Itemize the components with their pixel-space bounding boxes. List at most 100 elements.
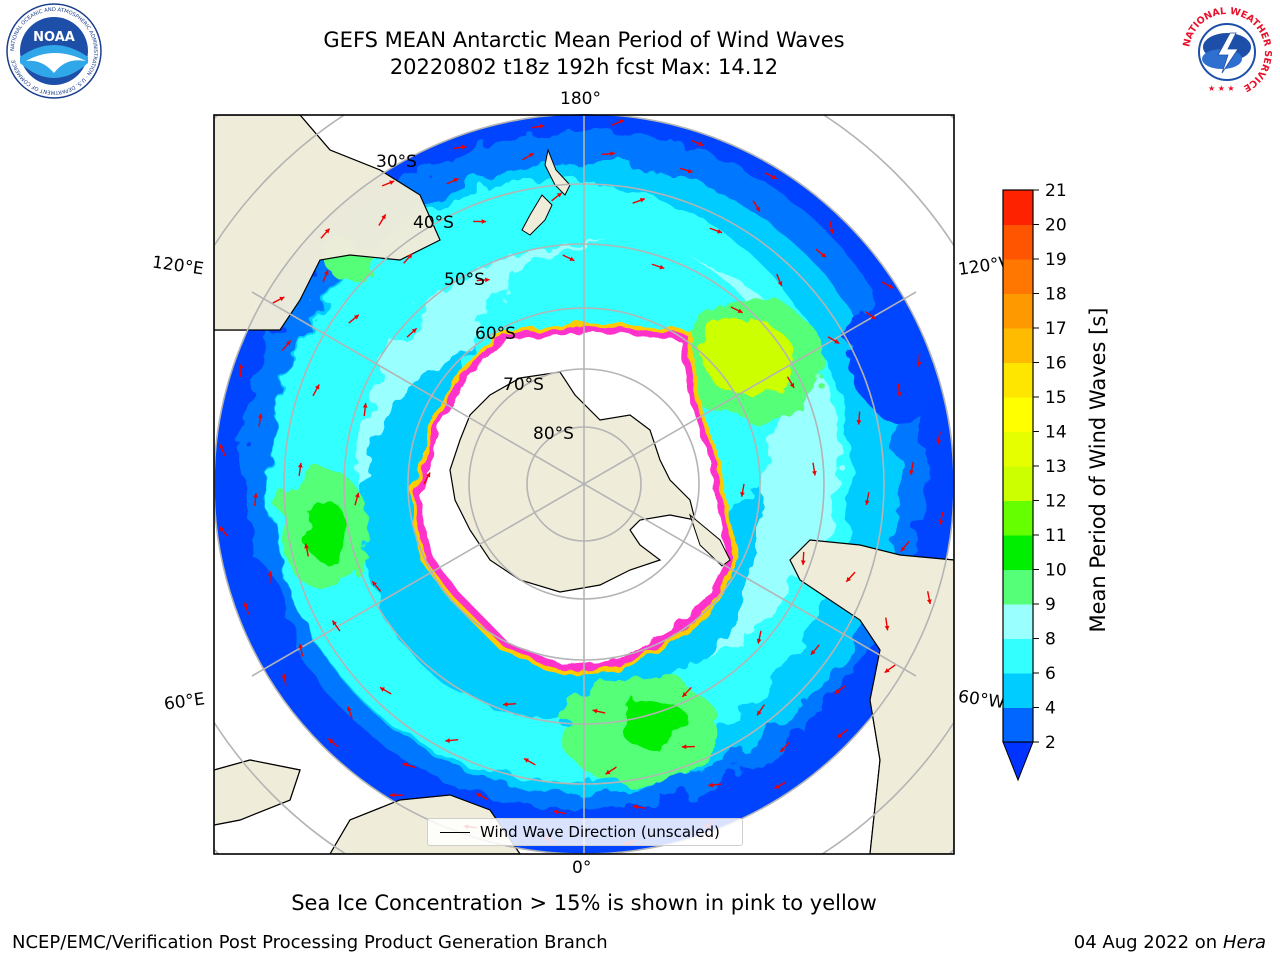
colorbar-tick-label: 12 bbox=[1045, 492, 1067, 512]
wind-arrow-head bbox=[605, 769, 611, 775]
wind-arrow-head bbox=[888, 284, 894, 289]
wind-arrow-head bbox=[297, 462, 303, 468]
map-legend: Wind Wave Direction (unscaled) bbox=[427, 818, 743, 846]
colorbar-tick-label: 9 bbox=[1045, 595, 1056, 615]
chart-title: GEFS MEAN Antarctic Mean Period of Wind … bbox=[323, 28, 845, 52]
wind-arrow-head bbox=[834, 339, 840, 344]
colorbar-bin bbox=[1003, 707, 1033, 743]
wind-arrow-head bbox=[569, 256, 575, 261]
wind-arrow-head bbox=[821, 252, 827, 258]
colorbar-tick-label: 16 bbox=[1045, 354, 1067, 374]
wind-arrow-head bbox=[328, 738, 334, 744]
nws-logo: NATIONAL WEATHER SERVICE ★ ★ ★ bbox=[1180, 5, 1274, 99]
wind-arrow-head bbox=[238, 363, 244, 369]
colorbar-tick-label: 18 bbox=[1045, 285, 1067, 305]
colorbar-bin bbox=[1003, 466, 1033, 501]
wind-arrow-head bbox=[774, 784, 780, 789]
wind-arrow-head bbox=[681, 744, 687, 750]
wind-arrow-head bbox=[281, 673, 287, 678]
wind-arrow-head bbox=[314, 384, 320, 390]
lat-label-60s: 60°S bbox=[475, 324, 516, 344]
wind-arrow-head bbox=[737, 308, 743, 313]
noaa-logo: NATIONAL OCEANIC AND ATMOSPHERIC ADMINIS… bbox=[6, 3, 102, 99]
wind-arrow-head bbox=[253, 493, 258, 498]
wind-arrow-head bbox=[481, 219, 487, 224]
colorbar-bin bbox=[1003, 362, 1033, 398]
wind-arrow-head bbox=[682, 692, 688, 697]
wind-arrow-head bbox=[476, 793, 482, 798]
colorbar-tick-label: 2 bbox=[1045, 733, 1056, 753]
colorbar-tick-label: 17 bbox=[1045, 319, 1067, 339]
colorbar-bin bbox=[1003, 638, 1033, 674]
wind-arrow-head bbox=[756, 638, 762, 644]
wind-arrow-head bbox=[896, 392, 902, 397]
wind-arrow-head bbox=[708, 782, 714, 788]
chart-subtitle: 20220802 t18z 192h fcst Max: 14.12 bbox=[389, 55, 779, 79]
wind-arrow-head bbox=[755, 206, 761, 212]
colorbar-tick-label: 4 bbox=[1045, 699, 1056, 719]
wind-arrow-head bbox=[812, 470, 817, 476]
colorbar-bin bbox=[1003, 604, 1033, 639]
map-frame bbox=[213, 114, 955, 855]
wind-arrow-head bbox=[298, 643, 304, 649]
wind-arrow-head bbox=[556, 192, 562, 198]
wind-arrow-head bbox=[757, 710, 762, 716]
colorbar-bin bbox=[1003, 431, 1033, 467]
wind-arrow-head bbox=[243, 601, 249, 607]
wind-arrow-head bbox=[353, 314, 359, 320]
wind-arrow-head bbox=[372, 581, 377, 587]
wind-arrow-head bbox=[884, 625, 890, 631]
wind-arrow-head bbox=[402, 762, 408, 768]
wind-arrow-head bbox=[777, 281, 783, 287]
footer-date-text: 04 Aug 2022 on bbox=[1073, 932, 1218, 953]
colorbar-tick-label: 11 bbox=[1045, 526, 1067, 546]
colorbar-bin bbox=[1003, 259, 1033, 294]
colorbar-extend-arrow bbox=[1002, 741, 1034, 782]
wind-arrow-head bbox=[324, 270, 329, 276]
wind-arrow-head bbox=[837, 733, 842, 738]
wind-arrow-head bbox=[717, 228, 723, 234]
wind-arrow-head bbox=[445, 738, 450, 743]
wind-arrow-head bbox=[503, 701, 508, 707]
lat-label-50s: 50°S bbox=[444, 270, 485, 290]
colorbar-bin bbox=[1003, 673, 1033, 708]
footer-credit: NCEP/EMC/Verification Post Processing Pr… bbox=[12, 932, 608, 953]
wind-arrow-head bbox=[800, 560, 806, 565]
wind-arrow-head bbox=[304, 543, 309, 549]
footer-machine: Hera bbox=[1222, 932, 1266, 953]
wind-arrow-head bbox=[362, 403, 368, 408]
wind-arrow-head bbox=[780, 747, 786, 753]
wind-arrow-head bbox=[900, 546, 906, 552]
wind-arrow-head bbox=[411, 328, 417, 334]
wind-arrow-head bbox=[619, 119, 625, 124]
wind-arrow-head bbox=[789, 382, 795, 388]
colorbar-tick-label: 20 bbox=[1045, 216, 1067, 236]
wind-arrow-head bbox=[453, 178, 459, 183]
wind-arrow-head bbox=[846, 576, 851, 582]
graticule bbox=[214, 115, 954, 854]
colorbar-bin bbox=[1003, 293, 1033, 329]
new-zealand bbox=[544, 148, 571, 196]
wind-arrow-head bbox=[938, 519, 944, 525]
colorbar-bin bbox=[1003, 500, 1033, 536]
wind-arrow-head bbox=[926, 599, 932, 604]
sea-ice-note: Sea Ice Concentration > 15% is shown in … bbox=[291, 891, 877, 915]
wind-arrow-head bbox=[909, 470, 914, 475]
wind-arrow-head bbox=[523, 758, 529, 763]
wind-arrow-head bbox=[916, 362, 922, 367]
footer-date: 04 Aug 2022 on Hera bbox=[1074, 932, 1266, 953]
colorbar-tick-label: 8 bbox=[1045, 630, 1056, 650]
wind-arrow-head bbox=[687, 168, 693, 174]
wind-arrow-head bbox=[257, 413, 263, 419]
wind-arrow-head bbox=[810, 649, 816, 655]
lat-label-70s: 70°S bbox=[503, 375, 544, 395]
legend-label: Wind Wave Direction (unscaled) bbox=[480, 823, 720, 841]
wind-arrow-head bbox=[354, 492, 360, 498]
wind-arrow-head bbox=[425, 472, 431, 478]
colorbar-tick-label: 14 bbox=[1045, 423, 1067, 443]
colorbar-tick-label: 15 bbox=[1045, 388, 1067, 408]
colorbar-bin bbox=[1003, 569, 1033, 605]
wind-wave-arrows bbox=[218, 119, 944, 846]
wind-arrow-head bbox=[407, 253, 413, 259]
